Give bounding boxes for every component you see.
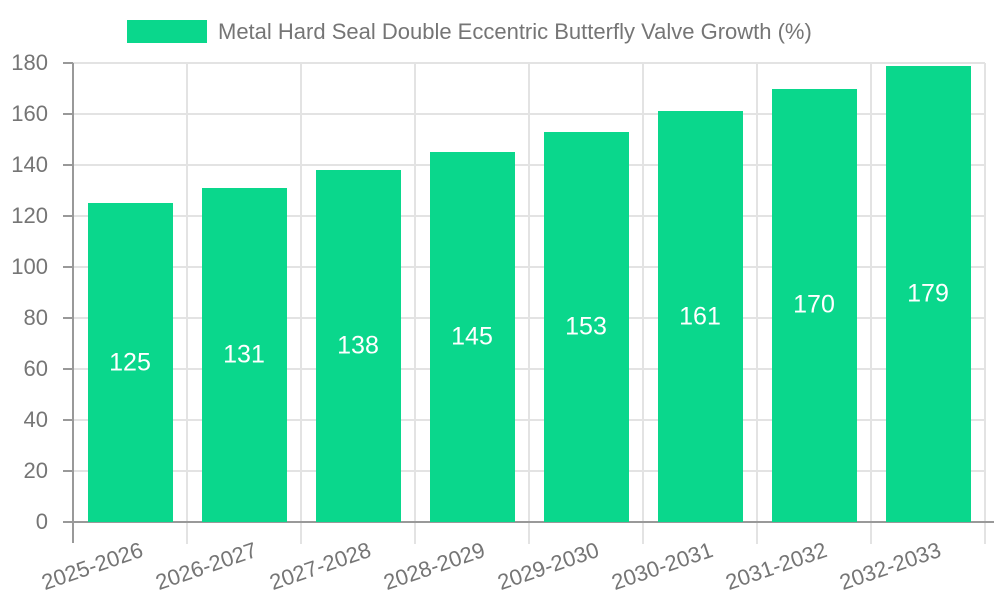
y-tick — [63, 62, 73, 64]
y-axis-label: 180 — [11, 50, 48, 75]
y-tick — [63, 419, 73, 421]
x-tick — [186, 522, 188, 544]
bar[interactable] — [885, 65, 971, 522]
y-axis-label: 80 — [23, 305, 48, 330]
bar[interactable] — [87, 203, 173, 522]
bar-value-label: 170 — [793, 290, 835, 319]
bar-value-label: 125 — [109, 348, 151, 377]
x-axis-label: 2025-2026 — [38, 537, 146, 595]
bar[interactable] — [543, 131, 629, 522]
vertical-gridline — [870, 63, 872, 522]
bar-value-label: 145 — [451, 322, 493, 351]
chart-title: Metal Hard Seal Double Eccentric Butterf… — [218, 19, 812, 44]
x-axis-label: 2026-2027 — [152, 537, 260, 595]
x-axis-label: 2029-2030 — [494, 537, 602, 595]
bar[interactable] — [657, 111, 743, 522]
y-axis-label: 100 — [11, 254, 48, 279]
bar[interactable] — [771, 88, 857, 522]
bar-value-label: 161 — [679, 302, 721, 331]
vertical-gridline — [642, 63, 644, 522]
y-axis-label: 60 — [23, 356, 48, 381]
y-tick — [63, 470, 73, 472]
y-axis-label: 0 — [35, 509, 48, 534]
bar-value-label: 138 — [337, 331, 379, 360]
vertical-gridline — [528, 63, 530, 522]
x-axis-line — [73, 521, 994, 523]
y-tick — [63, 215, 73, 217]
legend-swatch — [127, 20, 207, 43]
y-axis-label: 120 — [11, 203, 48, 228]
y-tick — [63, 368, 73, 370]
y-tick — [63, 266, 73, 268]
legend[interactable]: Metal Hard Seal Double Eccentric Butterf… — [127, 20, 812, 43]
y-tick — [63, 521, 73, 523]
vertical-gridline — [984, 63, 986, 522]
bar-value-label: 153 — [565, 312, 607, 341]
x-axis-label: 2031-2032 — [722, 537, 830, 595]
bar[interactable] — [201, 187, 287, 522]
y-tick — [63, 113, 73, 115]
x-axis-label: 2030-2031 — [608, 537, 716, 595]
y-axis-label: 40 — [23, 407, 48, 432]
y-tick — [63, 317, 73, 319]
bar-value-label: 131 — [223, 340, 265, 369]
x-tick — [870, 522, 872, 544]
vertical-gridline — [300, 63, 302, 522]
y-axis-label: 20 — [23, 458, 48, 483]
bar[interactable] — [429, 152, 515, 522]
bar-value-label: 179 — [907, 279, 949, 308]
x-tick — [756, 522, 758, 544]
y-axis-label: 160 — [11, 101, 48, 126]
x-axis-label: 2032-2033 — [836, 537, 944, 595]
vertical-gridline — [414, 63, 416, 522]
x-tick — [300, 522, 302, 544]
y-axis-line — [72, 63, 74, 543]
bar[interactable] — [315, 170, 401, 522]
vertical-gridline — [186, 63, 188, 522]
x-tick — [642, 522, 644, 544]
y-axis-label: 140 — [11, 152, 48, 177]
vertical-gridline — [756, 63, 758, 522]
x-tick — [984, 522, 986, 544]
x-axis-label: 2027-2028 — [266, 537, 374, 595]
x-axis-label: 2028-2029 — [380, 537, 488, 595]
x-tick — [414, 522, 416, 544]
x-tick — [528, 522, 530, 544]
y-tick — [63, 164, 73, 166]
